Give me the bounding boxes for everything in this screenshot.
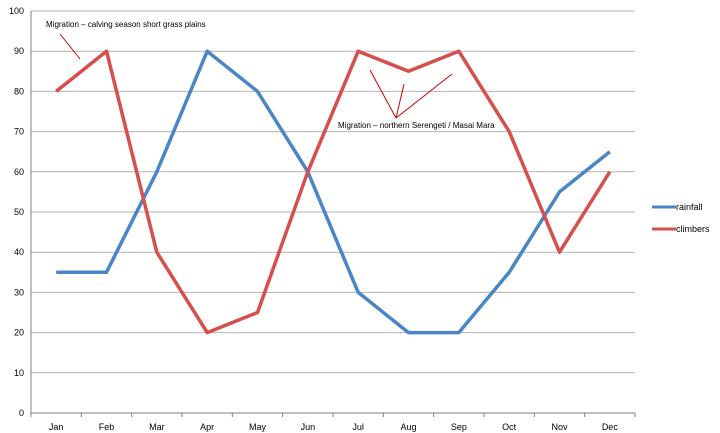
series-line-rainfall	[56, 49, 611, 335]
x-tick-label: Aug	[400, 422, 416, 432]
y-tick-label: 50	[14, 207, 24, 217]
annotation-2-pointer-left	[369, 69, 397, 119]
y-tick-label: 80	[14, 86, 24, 96]
legend-label-rainfall: rainfall	[676, 202, 703, 212]
annotation-2-pointer-middle	[395, 83, 405, 119]
x-tick-label: Oct	[502, 422, 517, 432]
annotation-1-text: Migration – calving season short grass p…	[46, 20, 206, 29]
series-lines	[55, 49, 612, 335]
x-tick-label: Feb	[99, 422, 115, 432]
axes: 0 10 20 30 40 50 60 70 80 90 100 Jan Feb Mar Apr May Jun…	[9, 6, 636, 432]
x-tick-label: Jan	[49, 422, 64, 432]
gridlines	[31, 10, 635, 374]
x-tick-label: Sep	[451, 422, 467, 432]
series-line-climbers	[55, 49, 612, 335]
y-tick-label: 10	[14, 368, 24, 378]
y-tick-label: 30	[14, 287, 24, 297]
y-tick-label: 90	[14, 46, 24, 56]
y-tick-label: 60	[14, 167, 24, 177]
x-tick-label: May	[249, 422, 267, 432]
x-tick-label: Jul	[352, 422, 364, 432]
annotations: Migration – calving season short grass p…	[46, 20, 495, 130]
y-tick-label: 20	[14, 328, 24, 338]
y-tick-label: 70	[14, 127, 24, 137]
x-tick-label: Mar	[149, 422, 165, 432]
x-tick-label: Apr	[200, 422, 214, 432]
x-tick-label: Nov	[551, 422, 568, 432]
x-tick-label: Jun	[301, 422, 316, 432]
legend: rainfall climbers	[652, 202, 710, 234]
y-tick-label: 100	[9, 6, 24, 16]
y-tick-label: 0	[19, 408, 24, 418]
annotation-2-text: Migration – northern Serengeti / Masai M…	[338, 121, 495, 130]
annotation-1-pointer	[59, 33, 81, 60]
legend-label-climbers: climbers	[676, 224, 710, 234]
x-tick-label: Dec	[602, 422, 619, 432]
annotation-2-pointer-right	[395, 73, 453, 119]
y-tick-label: 40	[14, 247, 24, 257]
